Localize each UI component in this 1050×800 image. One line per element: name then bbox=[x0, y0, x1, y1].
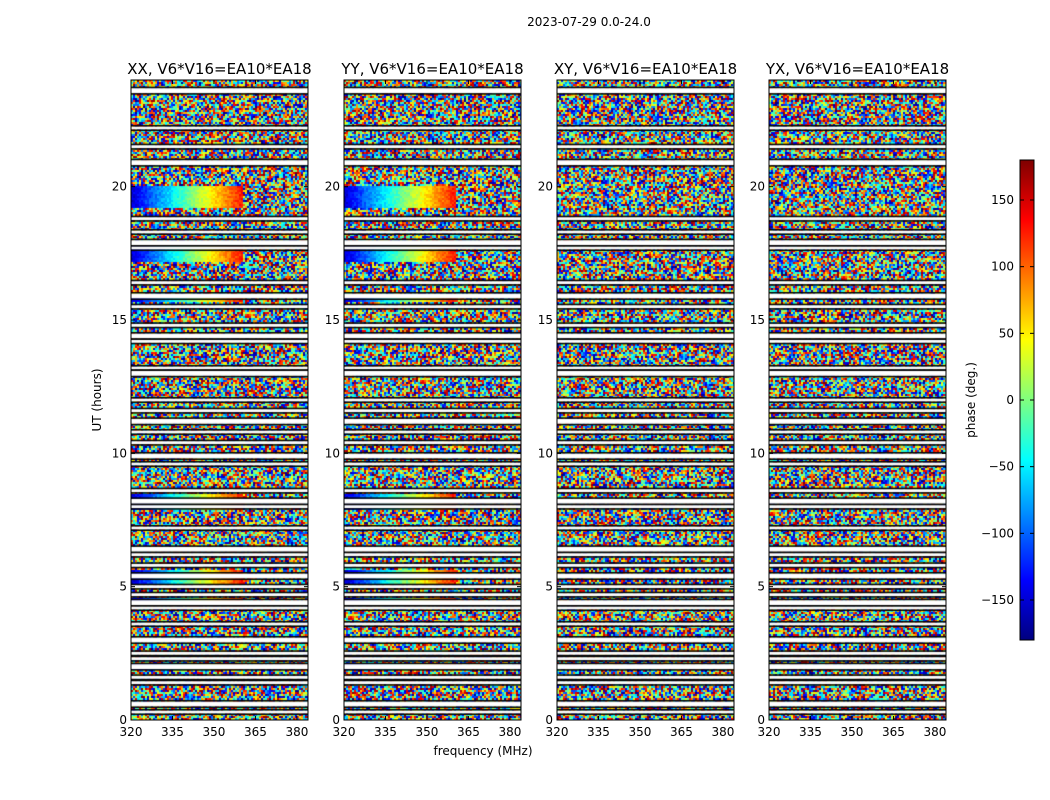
x-tick-label: 350 bbox=[203, 725, 226, 739]
phase-image-4 bbox=[769, 80, 946, 720]
phase-image-1 bbox=[131, 80, 308, 720]
y-tick-label: 10 bbox=[750, 446, 765, 460]
y-tick-label: 10 bbox=[538, 446, 553, 460]
y-tick-label: 5 bbox=[757, 580, 765, 594]
panel-title-1: XX, V6*V16=EA10*EA18 bbox=[127, 60, 311, 78]
colorbar-tick-label: −100 bbox=[981, 526, 1014, 540]
x-tick-label: 365 bbox=[244, 725, 267, 739]
colorbar-ticks: 150 100 50 0 −50 −100 −150 bbox=[981, 193, 1034, 607]
x-tick-label: 335 bbox=[799, 725, 822, 739]
x-tick-label: 335 bbox=[161, 725, 184, 739]
panel-2: YY, V6*V16=EA10*EA18 320 335 350 365 380 0 5 10 1… bbox=[325, 60, 524, 739]
y-tick-label: 10 bbox=[325, 446, 340, 460]
colorbar: 150 100 50 0 −50 −100 −150 phase (deg.) bbox=[964, 159, 1035, 641]
colorbar-tick-label: 50 bbox=[999, 326, 1014, 340]
x-tick-label: 320 bbox=[758, 725, 781, 739]
x-tick-label: 365 bbox=[457, 725, 480, 739]
panel-frame bbox=[556, 79, 735, 721]
y-tick-label: 20 bbox=[112, 180, 127, 194]
x-tick-label: 350 bbox=[629, 725, 652, 739]
y-tick-label: 15 bbox=[112, 313, 127, 327]
y-tick-label: 15 bbox=[750, 313, 765, 327]
panel-3: XY, V6*V16=EA10*EA18 320 335 350 365 380 0 5 10 1… bbox=[538, 60, 737, 739]
colorbar-label: phase (deg.) bbox=[964, 362, 978, 438]
x-tick-label: 350 bbox=[841, 725, 864, 739]
x-tick-label: 350 bbox=[416, 725, 439, 739]
x-tick-label: 380 bbox=[923, 725, 946, 739]
panels-group: XX, V6*V16=EA10*EA18 320 335 350 365 380 0 5 10 1… bbox=[112, 60, 949, 739]
y-tick-label: 0 bbox=[757, 713, 765, 727]
panel-frame bbox=[343, 79, 522, 721]
x-tick-label: 380 bbox=[711, 725, 734, 739]
y-tick-label: 5 bbox=[332, 580, 340, 594]
y-tick-label: 10 bbox=[112, 446, 127, 460]
panel-title-4: YX, V6*V16=EA10*EA18 bbox=[765, 60, 949, 78]
y-tick-label: 20 bbox=[750, 180, 765, 194]
y-tick-label: 0 bbox=[545, 713, 553, 727]
phase-image-3 bbox=[557, 80, 734, 720]
y-tick-label: 20 bbox=[538, 180, 553, 194]
x-tick-label: 365 bbox=[882, 725, 905, 739]
x-tick-label: 320 bbox=[333, 725, 356, 739]
y-tick-label: 5 bbox=[545, 580, 553, 594]
panel-4: YX, V6*V16=EA10*EA18 320 335 350 365 380 0 5 10 1… bbox=[750, 60, 949, 739]
phase-image-2 bbox=[344, 80, 521, 720]
colorbar-tick-label: 0 bbox=[1006, 393, 1014, 407]
y-tick-label: 15 bbox=[325, 313, 340, 327]
x-tick-label: 320 bbox=[546, 725, 569, 739]
colorbar-tick-label: 150 bbox=[991, 193, 1014, 207]
y-tick-label: 0 bbox=[332, 713, 340, 727]
x-axis-label: frequency (MHz) bbox=[433, 744, 532, 758]
colorbar-tick-label: 100 bbox=[991, 260, 1014, 274]
x-tick-label: 320 bbox=[120, 725, 143, 739]
panel-1: XX, V6*V16=EA10*EA18 320 335 350 365 380 0 5 10 1… bbox=[112, 60, 312, 739]
x-tick-label: 365 bbox=[670, 725, 693, 739]
colorbar-tick-label: −150 bbox=[981, 593, 1014, 607]
y-axis-label: UT (hours) bbox=[90, 368, 104, 431]
figure-suptitle: 2023-07-29 0.0-24.0 bbox=[527, 15, 651, 29]
y-tick-label: 20 bbox=[325, 180, 340, 194]
colorbar-tick-label: −50 bbox=[989, 460, 1014, 474]
y-tick-label: 5 bbox=[119, 580, 127, 594]
panel-title-2: YY, V6*V16=EA10*EA18 bbox=[340, 60, 523, 78]
panel-frame bbox=[768, 79, 947, 721]
y-tick-label: 0 bbox=[119, 713, 127, 727]
y-tick-label: 15 bbox=[538, 313, 553, 327]
x-tick-label: 335 bbox=[374, 725, 397, 739]
x-tick-label: 335 bbox=[587, 725, 610, 739]
panel-frame bbox=[130, 79, 309, 721]
x-tick-label: 380 bbox=[498, 725, 521, 739]
x-tick-label: 380 bbox=[285, 725, 308, 739]
panel-title-3: XY, V6*V16=EA10*EA18 bbox=[554, 60, 737, 78]
